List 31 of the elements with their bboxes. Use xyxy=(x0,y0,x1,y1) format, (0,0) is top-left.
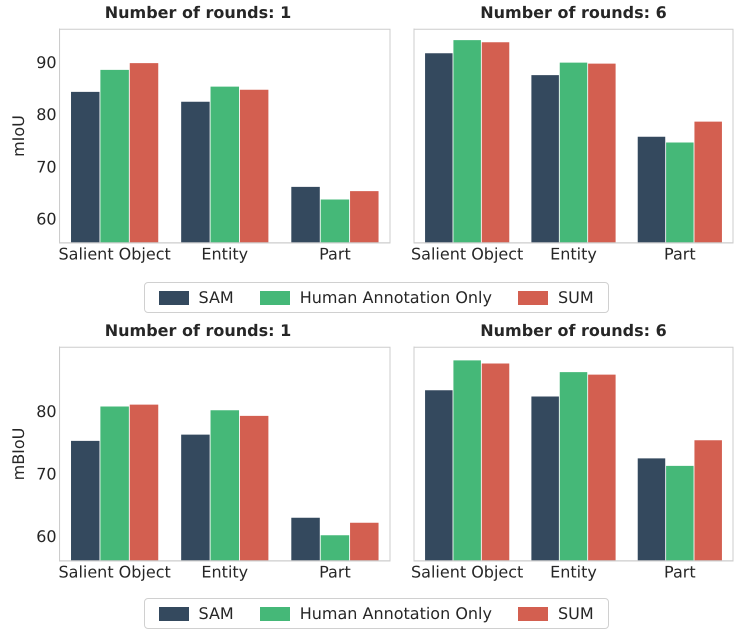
x-tick-label: Salient Object xyxy=(58,562,171,582)
y-axis-title: mBIoU xyxy=(8,428,28,480)
x-tick-label: Entity xyxy=(201,562,248,582)
y-tick-label: 60 xyxy=(36,526,57,546)
y-tick-label: 70 xyxy=(36,464,57,484)
legend-label: SAM xyxy=(198,604,234,623)
x-tick-label: Salient Object xyxy=(411,562,524,582)
y-tick-label: 80 xyxy=(36,402,57,421)
x-tick-label: Salient Object xyxy=(411,244,524,264)
x-tick-label: Salient Object xyxy=(58,244,171,264)
legend-label: Human Annotation Only xyxy=(300,604,492,623)
y-tick-label: 70 xyxy=(36,157,57,176)
x-tick-label: Part xyxy=(664,244,696,264)
y-tick-label: 80 xyxy=(36,105,57,124)
x-tick-label: Entity xyxy=(550,244,597,264)
legend-label: SAM xyxy=(198,288,234,307)
x-tick-label: Entity xyxy=(201,244,248,264)
chart-title: Number of rounds: 1 xyxy=(104,2,292,22)
y-axis-title: mIoU xyxy=(8,115,28,157)
y-tick-label: 90 xyxy=(36,52,57,72)
chart-title: Number of rounds: 1 xyxy=(104,320,292,340)
y-tick-label: 60 xyxy=(36,210,57,228)
legend-label: SUM xyxy=(558,604,594,623)
chart-title: Number of rounds: 6 xyxy=(480,320,667,340)
x-tick-label: Part xyxy=(664,562,696,582)
legend-label: SUM xyxy=(558,288,594,307)
x-tick-label: Part xyxy=(319,244,351,264)
x-tick-label: Entity xyxy=(550,562,597,582)
legend-label: Human Annotation Only xyxy=(300,288,492,307)
x-tick-label: Part xyxy=(319,562,351,582)
chart-title: Number of rounds: 6 xyxy=(480,2,667,22)
